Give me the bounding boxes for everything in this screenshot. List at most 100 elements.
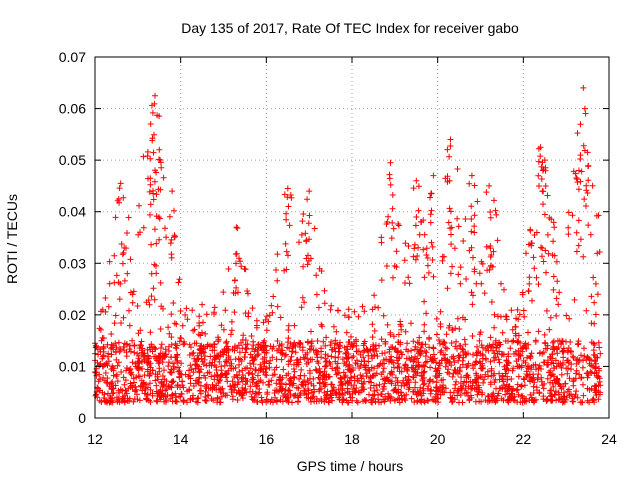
data-point	[377, 360, 384, 367]
data-point	[140, 153, 147, 160]
data-point	[140, 224, 147, 231]
data-point	[547, 354, 554, 361]
data-point	[285, 335, 292, 342]
data-point	[258, 365, 265, 372]
data-point	[281, 191, 288, 198]
data-point	[328, 353, 335, 360]
data-point	[504, 376, 511, 383]
data-point	[106, 258, 113, 265]
data-point	[144, 346, 151, 353]
data-point	[277, 314, 284, 321]
data-point	[174, 342, 180, 349]
data-point	[410, 338, 417, 345]
data-point	[227, 383, 234, 390]
data-point	[421, 398, 428, 404]
data-point	[441, 389, 447, 396]
data-point	[238, 358, 245, 364]
data-point	[350, 367, 356, 373]
data-point	[130, 375, 137, 382]
data-point	[566, 375, 573, 382]
data-point	[373, 382, 380, 389]
data-point	[443, 331, 450, 338]
data-point	[340, 369, 347, 376]
data-point	[286, 387, 293, 394]
data-point	[156, 236, 163, 243]
data-point	[411, 399, 418, 406]
data-point	[364, 346, 371, 353]
data-point	[471, 212, 478, 219]
data-point	[563, 312, 570, 319]
data-point	[514, 399, 521, 406]
data-point	[129, 384, 136, 391]
data-point	[184, 399, 190, 406]
data-point	[117, 180, 124, 187]
data-point	[516, 352, 523, 359]
data-point	[290, 341, 297, 348]
data-point	[559, 399, 566, 406]
data-point	[475, 389, 482, 395]
data-point	[147, 181, 154, 188]
data-point	[102, 295, 109, 301]
data-point	[289, 382, 296, 389]
data-point	[273, 380, 280, 387]
data-point	[334, 370, 341, 377]
data-point	[236, 255, 242, 262]
data-point	[516, 311, 523, 318]
data-point	[548, 393, 555, 400]
data-point	[168, 251, 175, 258]
data-point	[473, 370, 479, 377]
data-point	[448, 395, 455, 402]
data-point	[346, 388, 352, 395]
data-point	[245, 370, 252, 377]
data-point	[417, 384, 424, 391]
data-point	[448, 231, 454, 238]
data-point	[468, 228, 475, 235]
data-point	[349, 394, 356, 401]
data-point	[562, 396, 569, 403]
data-point	[95, 351, 102, 358]
data-point	[422, 353, 429, 360]
data-point	[330, 384, 337, 391]
data-point	[302, 230, 309, 237]
data-point	[545, 357, 551, 364]
data-point	[446, 177, 453, 184]
data-point	[143, 359, 150, 366]
data-point	[583, 356, 590, 363]
data-point	[543, 361, 550, 368]
data-point	[569, 353, 576, 360]
data-point	[527, 226, 534, 233]
data-point	[151, 131, 157, 138]
data-point	[538, 244, 544, 251]
data-point	[287, 357, 294, 364]
data-point	[490, 390, 497, 397]
data-point	[561, 393, 568, 400]
data-point	[187, 395, 194, 402]
data-point	[389, 205, 396, 212]
data-point	[591, 382, 598, 389]
data-point	[215, 338, 222, 344]
data-point	[591, 299, 598, 306]
data-point	[283, 248, 290, 255]
data-point	[553, 363, 560, 370]
data-point	[155, 214, 162, 221]
data-point	[134, 303, 141, 309]
grid-lines	[95, 57, 609, 418]
data-point	[288, 353, 295, 360]
data-point	[541, 157, 548, 164]
data-point	[457, 392, 464, 398]
data-point	[446, 370, 453, 377]
data-point	[493, 395, 500, 402]
data-point	[510, 337, 517, 344]
data-point	[454, 166, 461, 172]
data-point	[332, 340, 339, 347]
data-point	[507, 345, 514, 352]
data-point	[380, 369, 386, 375]
data-point	[502, 366, 508, 373]
data-point	[162, 346, 169, 353]
data-point	[120, 194, 127, 201]
data-point	[537, 144, 544, 151]
data-point	[526, 280, 533, 287]
data-point	[433, 379, 440, 386]
data-point	[547, 390, 553, 397]
data-point	[421, 328, 428, 335]
